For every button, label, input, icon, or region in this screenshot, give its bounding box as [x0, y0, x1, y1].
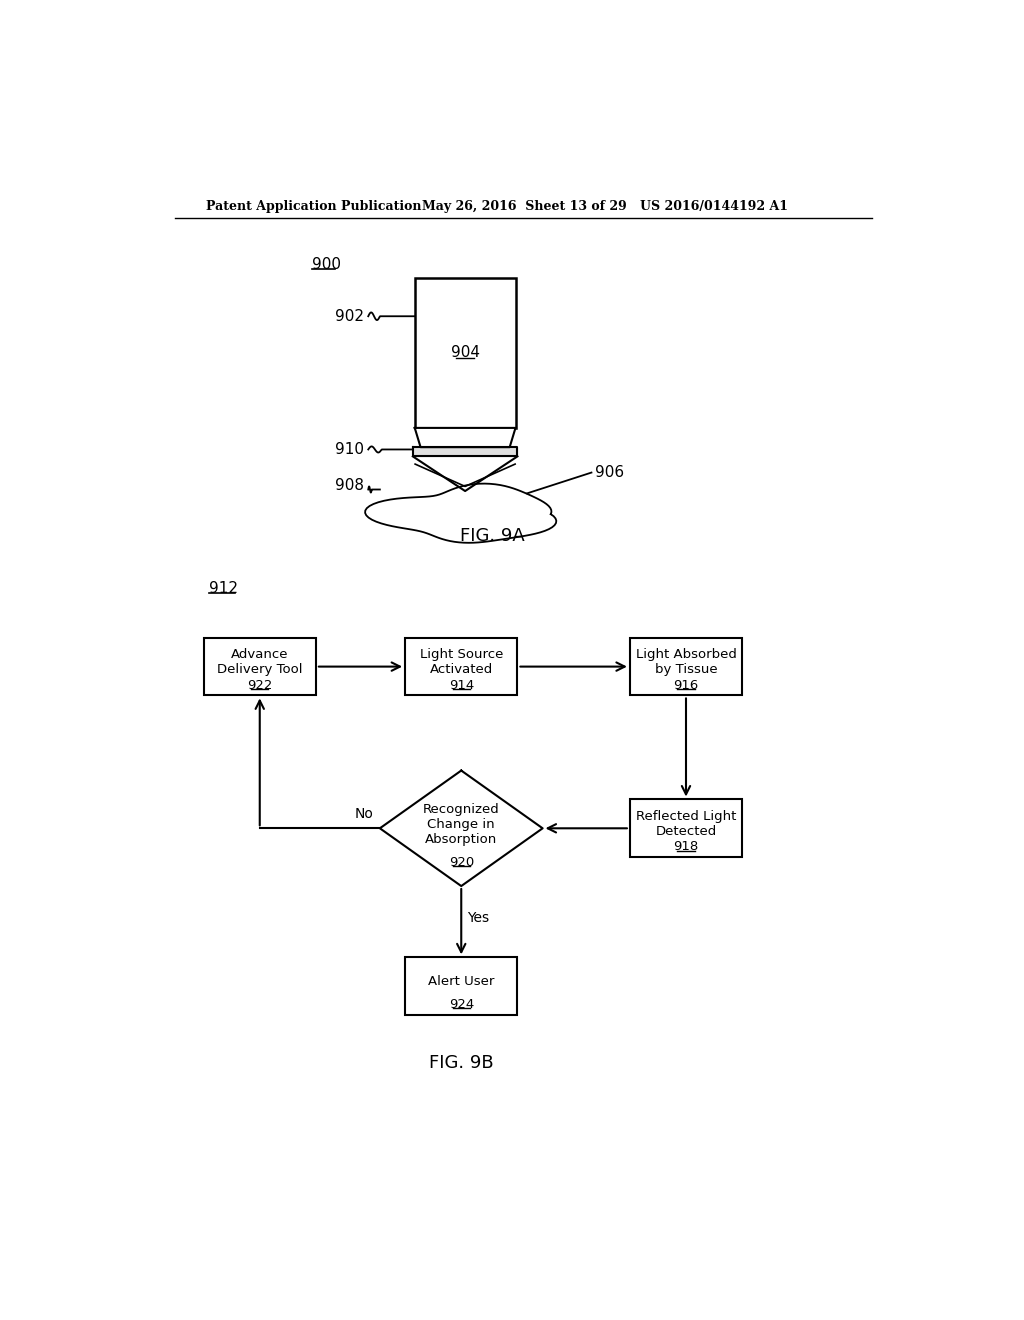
Text: 910: 910 [336, 442, 365, 457]
Text: 904: 904 [451, 346, 479, 360]
Text: 900: 900 [311, 257, 341, 272]
Text: May 26, 2016  Sheet 13 of 29: May 26, 2016 Sheet 13 of 29 [423, 199, 628, 213]
Text: 924: 924 [449, 998, 474, 1011]
Text: Recognized
Change in
Absorption: Recognized Change in Absorption [423, 803, 500, 846]
Bar [630, 638, 742, 696]
Text: 906: 906 [595, 465, 624, 480]
Text: Advance
Delivery Tool: Advance Delivery Tool [217, 648, 302, 676]
Polygon shape [380, 771, 543, 886]
Text: Patent Application Publication: Patent Application Publication [206, 199, 421, 213]
Bar [406, 638, 517, 696]
Text: 916: 916 [674, 678, 698, 692]
Text: Light Absorbed
by Tissue: Light Absorbed by Tissue [636, 648, 736, 676]
Text: No: No [354, 807, 374, 821]
Text: Reflected Light
Detected: Reflected Light Detected [636, 809, 736, 838]
Text: FIG. 9B: FIG. 9B [429, 1055, 494, 1072]
Bar [406, 957, 517, 1015]
Text: 912: 912 [209, 581, 239, 595]
Text: FIG. 9A: FIG. 9A [460, 527, 524, 545]
Text: 914: 914 [449, 678, 474, 692]
Polygon shape [366, 483, 556, 543]
Bar [204, 638, 316, 696]
Text: 918: 918 [674, 841, 698, 853]
Text: Light Source
Activated: Light Source Activated [420, 648, 503, 676]
Bar [630, 800, 742, 857]
Text: Yes: Yes [467, 911, 489, 925]
Polygon shape [415, 428, 515, 447]
Text: US 2016/0144192 A1: US 2016/0144192 A1 [640, 199, 787, 213]
Text: 922: 922 [247, 678, 272, 692]
Text: 908: 908 [336, 478, 365, 494]
Polygon shape [413, 447, 517, 457]
Text: Alert User: Alert User [428, 975, 495, 989]
Bar [415, 277, 515, 428]
Text: 920: 920 [449, 855, 474, 869]
Text: 902: 902 [336, 309, 365, 323]
